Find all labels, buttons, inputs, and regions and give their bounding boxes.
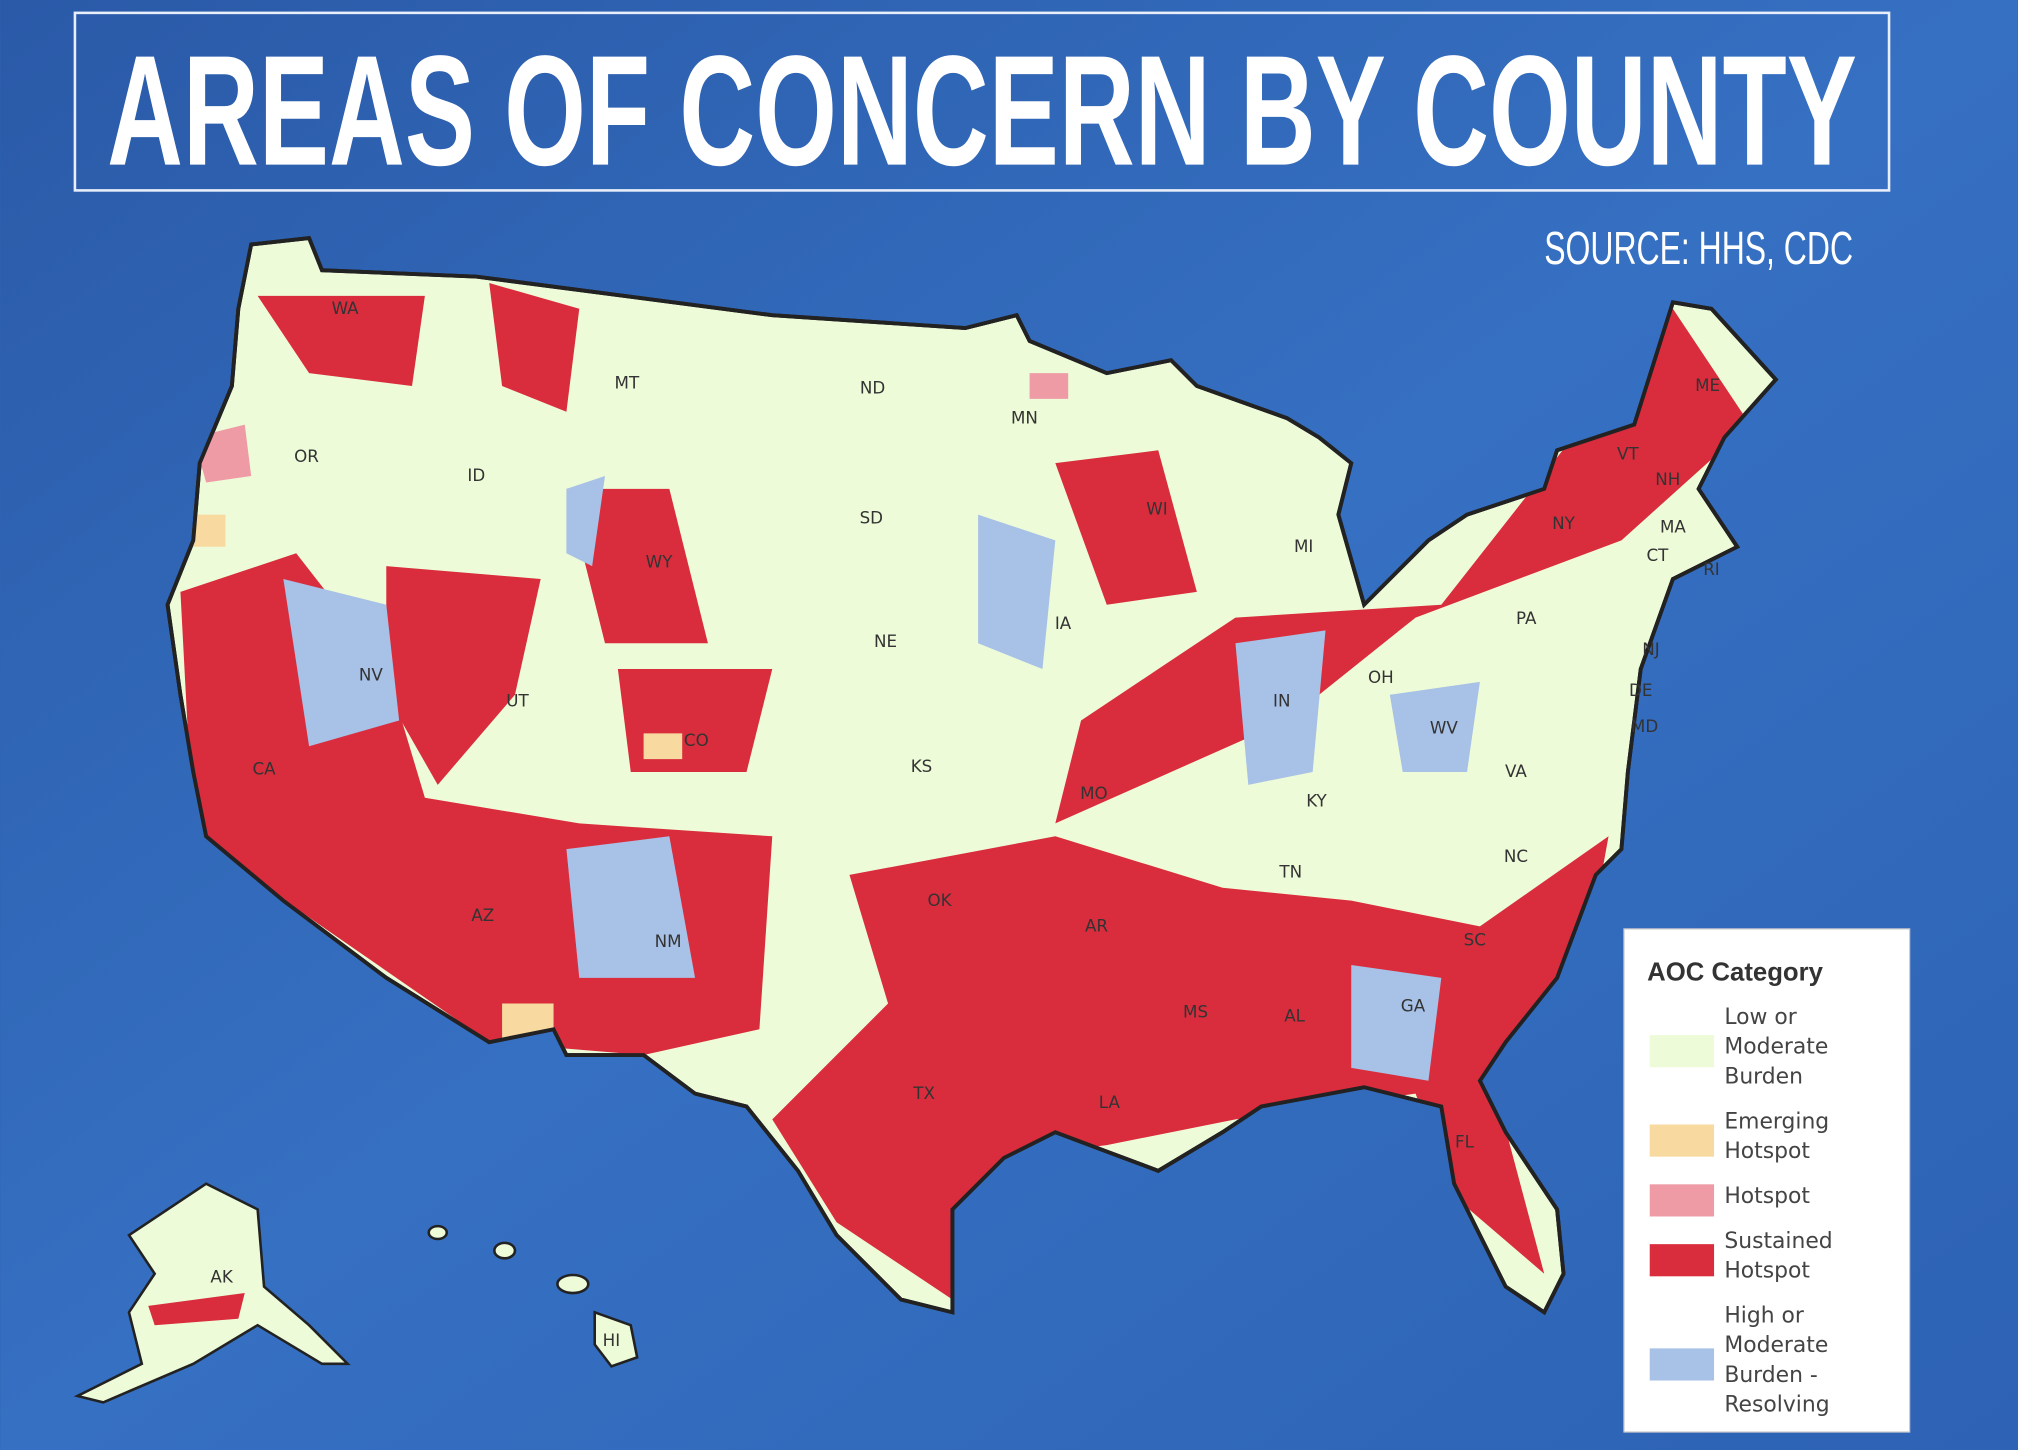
source: SOURCE: HHS, CDC bbox=[1544, 222, 1853, 274]
legend-swatch bbox=[1649, 1348, 1715, 1381]
state-label: MT bbox=[615, 373, 640, 393]
legend-label: Resolving bbox=[1724, 1392, 1829, 1417]
state-label: VT bbox=[1617, 443, 1639, 463]
state-label: IN bbox=[1273, 690, 1290, 710]
state-label: MS bbox=[1183, 1002, 1208, 1022]
state-label: PA bbox=[1516, 608, 1537, 628]
state-label: RI bbox=[1703, 559, 1720, 579]
state-label: VA bbox=[1505, 761, 1527, 781]
state-label: TX bbox=[912, 1083, 935, 1103]
legend-swatch bbox=[1649, 1035, 1715, 1068]
legend-title: AOC Category bbox=[1647, 958, 1823, 986]
state-label: CO bbox=[684, 730, 709, 750]
state-label: MO bbox=[1080, 783, 1108, 803]
legend-label: Hotspot bbox=[1724, 1259, 1810, 1284]
state-label: NH bbox=[1655, 469, 1680, 489]
state-label: NC bbox=[1504, 846, 1528, 866]
alaska bbox=[73, 1182, 351, 1404]
state-label: AZ bbox=[471, 905, 494, 925]
legend-swatch bbox=[1649, 1184, 1715, 1217]
legend-label: Emerging bbox=[1724, 1109, 1829, 1134]
legend-label: Hotspot bbox=[1724, 1184, 1810, 1209]
legend-label: High or bbox=[1724, 1304, 1804, 1329]
state-label: MD bbox=[1631, 716, 1658, 736]
legend-label: Burden - bbox=[1724, 1363, 1817, 1388]
state-label: FL bbox=[1455, 1132, 1475, 1152]
state-label: WI bbox=[1146, 499, 1167, 519]
state-label: ID bbox=[467, 465, 485, 485]
state-label: NY bbox=[1552, 513, 1576, 533]
state-label: NJ bbox=[1642, 639, 1659, 659]
state-label: UT bbox=[506, 690, 529, 710]
state-label: ME bbox=[1695, 375, 1720, 395]
state-label: DE bbox=[1629, 680, 1652, 700]
state-label: SD bbox=[860, 508, 884, 528]
legend-label: Sustained bbox=[1724, 1229, 1832, 1254]
state-label: IA bbox=[1055, 613, 1072, 633]
state-label: WA bbox=[332, 298, 360, 318]
state-label: OH bbox=[1368, 667, 1394, 687]
state-label: KY bbox=[1306, 791, 1327, 811]
state-label: NV bbox=[359, 665, 384, 685]
title-frame bbox=[73, 11, 1891, 192]
legend: AOC Category Low or Moderate Burden Emergin… bbox=[1623, 928, 1911, 1433]
state-label: AK bbox=[210, 1267, 233, 1287]
state-label: MI bbox=[1294, 536, 1313, 556]
state-label: LA bbox=[1099, 1092, 1121, 1112]
state-label: SC bbox=[1464, 930, 1486, 950]
state-label: TN bbox=[1278, 861, 1302, 881]
legend-box bbox=[1623, 928, 1911, 1433]
legend-label: Hotspot bbox=[1724, 1139, 1810, 1164]
state-label: WV bbox=[1430, 717, 1459, 737]
state-label: GA bbox=[1401, 995, 1426, 1015]
legend-label: Burden bbox=[1724, 1064, 1803, 1089]
state-label: CT bbox=[1647, 545, 1670, 565]
legend-swatch bbox=[1649, 1244, 1715, 1277]
hawaii bbox=[427, 1224, 639, 1368]
title: AREAS OF CONCERN BY COUNTY bbox=[107, 24, 1857, 199]
legend-label: Moderate bbox=[1724, 1333, 1828, 1358]
legend-label: Low or bbox=[1724, 1005, 1796, 1030]
state-labels: WA OR CA NV ID MT WY UT CO AZ NM ND SD NE KS OK TX MN IA MO… bbox=[210, 298, 1720, 1350]
state-label: OK bbox=[927, 890, 952, 910]
state-label: MA bbox=[1660, 517, 1686, 537]
state-label: HI bbox=[603, 1330, 621, 1350]
legend-swatch bbox=[1649, 1124, 1715, 1157]
state-label: NM bbox=[655, 931, 682, 951]
legend-label: Moderate bbox=[1724, 1035, 1828, 1060]
state-label: OR bbox=[294, 446, 319, 466]
state-label: MN bbox=[1011, 407, 1038, 427]
state-label: CA bbox=[252, 759, 276, 779]
state-label: WY bbox=[646, 551, 674, 571]
state-label: ND bbox=[860, 378, 885, 398]
state-label: AL bbox=[1284, 1006, 1305, 1026]
state-label: KS bbox=[911, 756, 933, 776]
state-label: NE bbox=[874, 631, 897, 651]
state-label: AR bbox=[1085, 915, 1108, 935]
